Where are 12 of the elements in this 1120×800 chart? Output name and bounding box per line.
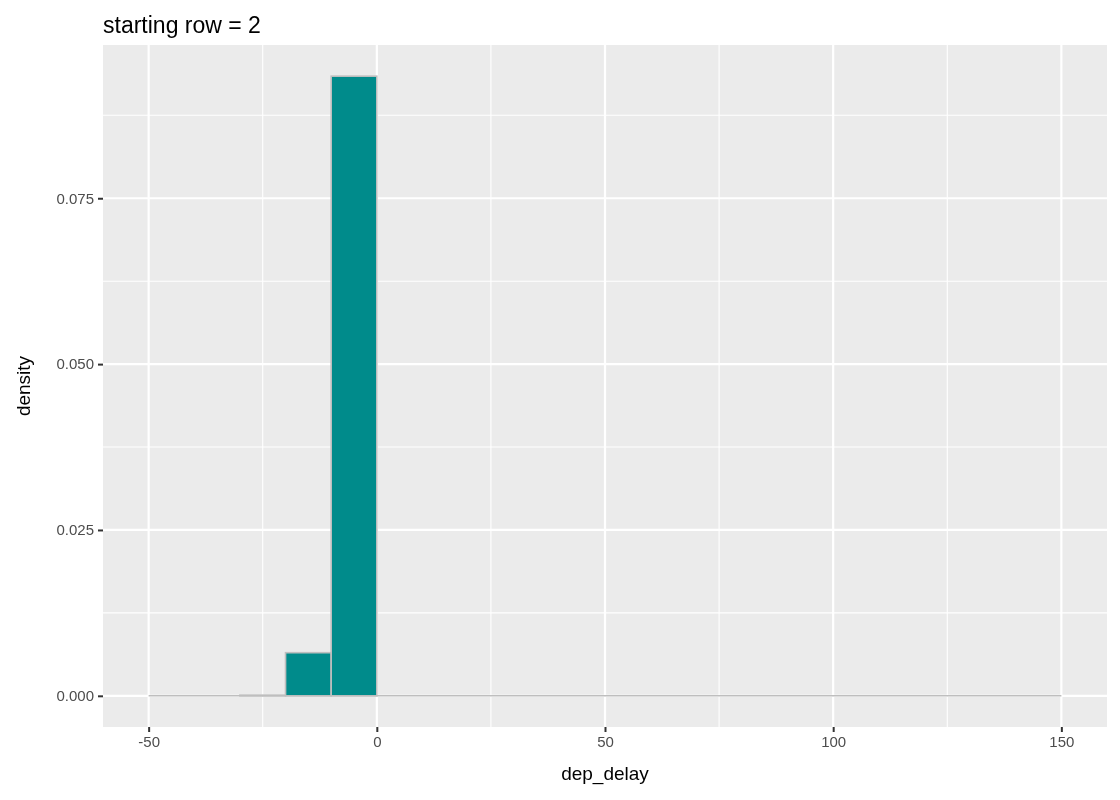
x-tick-label: 0 bbox=[373, 732, 382, 750]
y-tick-label: 0.000 bbox=[56, 687, 94, 705]
y-tick-label: 0.075 bbox=[56, 189, 94, 207]
y-tick-label: 0.025 bbox=[56, 521, 94, 539]
y-tick-label: 0.050 bbox=[56, 355, 94, 373]
x-tick-label: 100 bbox=[821, 732, 847, 750]
x-axis-title: dep_delay bbox=[561, 763, 650, 785]
chart-title: starting row = 2 bbox=[103, 12, 261, 38]
y-axis-title: density bbox=[13, 355, 34, 417]
x-tick-label: 150 bbox=[1049, 732, 1075, 750]
x-tick-label: -50 bbox=[138, 732, 160, 750]
x-tick-label: 50 bbox=[597, 732, 614, 750]
